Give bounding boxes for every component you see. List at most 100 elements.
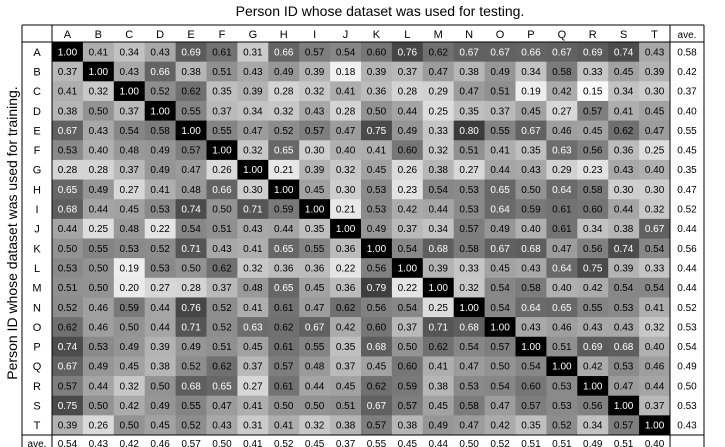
heatmap-cell — [361, 395, 393, 416]
heatmap-cell — [113, 81, 146, 102]
cell-value-label: 0.41 — [243, 244, 263, 255]
heatmap-cell — [639, 159, 671, 180]
heatmap-cell — [268, 317, 300, 338]
cell-value-label: 0.61 — [274, 303, 294, 314]
heatmap-cell — [113, 258, 146, 279]
cell-value-label: 0.23 — [583, 165, 603, 176]
cell-value-label: 1.00 — [58, 47, 78, 58]
heatmap-cell — [484, 159, 516, 180]
heatmap-cell — [175, 140, 207, 161]
heatmap-cell — [52, 179, 84, 200]
heatmap-cell — [361, 120, 393, 141]
heatmap-cell — [422, 218, 455, 239]
cell-value-label: 0.37 — [243, 362, 263, 373]
heatmap-cell — [82, 356, 115, 377]
row-header-label: L — [34, 263, 40, 275]
cell-value-label: 0.49 — [89, 362, 109, 373]
heatmap-cell — [206, 415, 238, 436]
cell-value-label: 0.20 — [120, 283, 140, 294]
row-header-label: N — [33, 302, 41, 314]
heatmap-cell — [608, 159, 640, 180]
row-average-label: 0.40 — [677, 106, 697, 117]
cell-value-label: 0.55 — [305, 244, 325, 255]
heatmap-cell — [237, 140, 269, 161]
heatmap-cell — [299, 297, 331, 318]
heatmap-cell — [299, 61, 331, 82]
heatmap-cell — [515, 120, 547, 141]
heatmap-cell — [515, 356, 547, 377]
cell-value-label: 0.38 — [398, 421, 418, 432]
heatmap-cell — [361, 356, 393, 377]
heatmap-cell — [391, 258, 424, 279]
heatmap-cell — [144, 297, 176, 318]
cell-value-label: 0.45 — [367, 165, 387, 176]
column-average-label: 0.50 — [212, 439, 232, 447]
cell-value-label: 0.52 — [212, 303, 232, 314]
row-average-label: 0.53 — [677, 401, 697, 412]
cell-value-label: 0.67 — [552, 47, 572, 58]
heatmap-cell — [52, 100, 84, 121]
heatmap-cell — [608, 81, 640, 102]
heatmap-cell — [361, 238, 393, 259]
cell-value-label: 0.28 — [336, 106, 356, 117]
heatmap-cell — [52, 238, 84, 259]
cell-value-label: 0.68 — [429, 244, 449, 255]
heatmap-cell — [515, 179, 547, 200]
row-header-label: E — [33, 125, 40, 137]
heatmap-cell — [453, 376, 485, 397]
row-average-label: 0.47 — [677, 185, 697, 196]
cell-value-label: 0.57 — [367, 421, 387, 432]
heatmap-cell — [361, 159, 393, 180]
row-header-label: B — [33, 66, 40, 78]
heatmap-cell — [361, 376, 393, 397]
heatmap-cell — [206, 159, 238, 180]
heatmap-cell — [608, 199, 640, 220]
cell-value-label: 0.41 — [274, 421, 294, 432]
heatmap-cell — [299, 42, 331, 63]
heatmap-cell — [113, 120, 146, 141]
cell-value-label: 0.67 — [367, 401, 387, 412]
heatmap-cell — [361, 81, 393, 102]
cell-value-label: 0.36 — [336, 283, 356, 294]
heatmap-cell — [144, 356, 176, 377]
row-average-label: 0.44 — [677, 263, 697, 274]
heatmap-cell — [515, 336, 547, 357]
heatmap-cell — [422, 277, 455, 298]
heatmap-cell — [330, 395, 362, 416]
cell-value-label: 0.45 — [614, 67, 634, 78]
heatmap-cell — [113, 277, 146, 298]
cell-value-label: 0.33 — [645, 263, 665, 274]
cell-value-label: 0.64 — [552, 185, 572, 196]
heatmap-cell — [82, 159, 115, 180]
row-header-label: J — [34, 224, 40, 236]
average-column-header: ave. — [678, 30, 697, 41]
heatmap-cell — [453, 395, 485, 416]
heatmap-cell — [608, 356, 640, 377]
cell-value-label: 0.30 — [645, 87, 665, 98]
cell-value-label: 0.66 — [521, 47, 541, 58]
column-header-label: N — [465, 29, 473, 41]
heatmap-cell — [113, 42, 146, 63]
cell-value-label: 0.71 — [243, 205, 263, 216]
cell-value-label: 0.30 — [614, 185, 634, 196]
heatmap-cell — [546, 81, 578, 102]
row-average-label: 0.35 — [677, 165, 697, 176]
heatmap-cell — [577, 297, 609, 318]
heatmap-cell — [206, 100, 238, 121]
cell-value-label: 0.35 — [212, 87, 232, 98]
heatmap-cell — [268, 179, 300, 200]
cell-value-label: 0.71 — [181, 322, 201, 333]
heatmap-cell — [453, 61, 485, 82]
heatmap-cell — [330, 42, 362, 63]
cell-value-label: 0.39 — [150, 342, 170, 353]
cell-value-label: 0.64 — [552, 263, 572, 274]
cell-value-label: 0.57 — [521, 401, 541, 412]
cell-value-label: 0.50 — [490, 362, 510, 373]
cell-value-label: 0.30 — [336, 185, 356, 196]
cell-value-label: 0.56 — [367, 263, 387, 274]
row-header-label: D — [33, 106, 41, 118]
cell-value-label: 0.53 — [459, 205, 479, 216]
heatmap-cell — [82, 415, 115, 436]
heatmap-cell — [391, 336, 424, 357]
cell-value-label: 0.42 — [552, 87, 572, 98]
